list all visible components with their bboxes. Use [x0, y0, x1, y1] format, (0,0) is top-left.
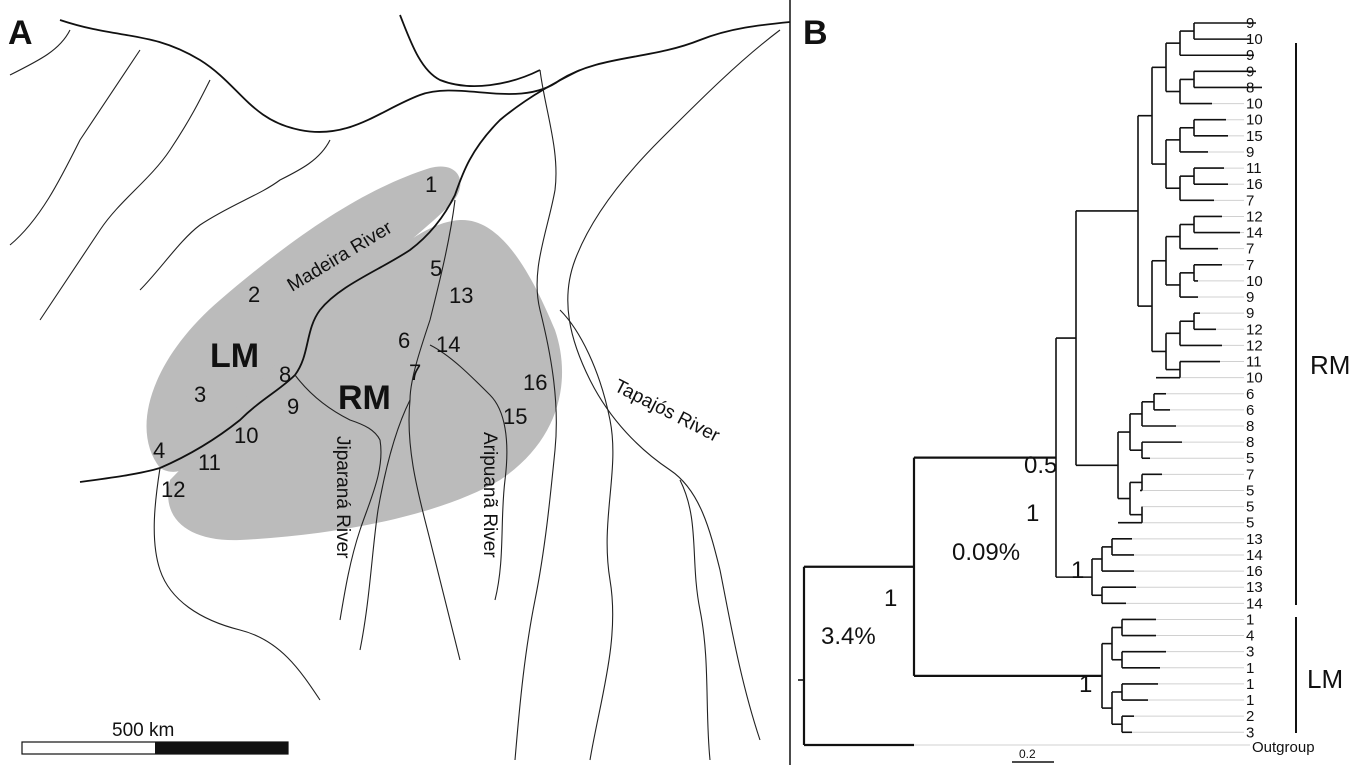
river-label-tapajos: Tapajós River — [611, 376, 724, 447]
leaf-labels: 9109981010159111671214771099121211106688… — [1246, 15, 1263, 741]
leaf-label: 1 — [1246, 660, 1254, 677]
site-label-5: 5 — [430, 256, 442, 281]
site-label-6: 6 — [398, 328, 410, 353]
river-label-aripuana: Aripuanã River — [479, 432, 500, 558]
panel-b-tree: B 91099810101591116712147710991212111066… — [798, 14, 1350, 763]
leaf-label: 3 — [1246, 644, 1254, 661]
site-label-4: 4 — [153, 438, 165, 463]
map-scale-label: 500 km — [112, 720, 174, 741]
leaf-label: 12 — [1246, 337, 1263, 354]
clade-label-rm: RM — [1310, 350, 1350, 380]
site-label-12: 12 — [161, 477, 185, 502]
leaf-label: 9 — [1246, 47, 1254, 64]
site-label-10: 10 — [234, 423, 258, 448]
leaf-label: 13 — [1246, 531, 1263, 548]
leaf-label: 8 — [1246, 434, 1254, 451]
leaf-label: 14 — [1246, 547, 1263, 564]
tree-branches — [798, 22, 1262, 747]
leaf-label: 9 — [1246, 15, 1254, 32]
leaf-label: 6 — [1246, 402, 1254, 419]
site-labels: 1 2 3 4 5 6 7 8 9 10 11 12 13 14 15 16 — [153, 172, 547, 502]
leaf-label: 12 — [1246, 321, 1263, 338]
leaf-label: 9 — [1246, 289, 1254, 306]
site-label-13: 13 — [449, 283, 473, 308]
leaf-label: 9 — [1246, 63, 1254, 80]
leaf-label: 8 — [1246, 79, 1254, 96]
support-root: 1 — [884, 585, 897, 612]
leaf-label: 1 — [1246, 676, 1254, 693]
site-label-1: 1 — [425, 172, 437, 197]
panel-a-letter: A — [8, 14, 33, 52]
amazon-river — [59, 19, 791, 133]
leaf-label: 5 — [1246, 450, 1254, 467]
support-rm-inner: 0.5 — [1024, 452, 1057, 479]
leaf-label: 16 — [1246, 176, 1263, 193]
madeira-river — [79, 69, 581, 483]
leaf-label: 14 — [1246, 225, 1263, 242]
leaf-label: 9 — [1246, 305, 1254, 322]
leaf-label: 10 — [1246, 96, 1263, 113]
leaf-label: 11 — [1246, 160, 1262, 177]
site-label-16: 16 — [523, 370, 547, 395]
region-label-lm: LM — [210, 337, 259, 375]
leaf-label: 10 — [1246, 31, 1263, 48]
site-label-2: 2 — [248, 282, 260, 307]
tree-scale-bar: 0.2 — [1012, 747, 1054, 763]
leaf-label: 15 — [1246, 128, 1263, 145]
leaf-label: 9 — [1246, 144, 1254, 161]
leaf-label: 4 — [1246, 628, 1254, 645]
leaf-label: 10 — [1246, 112, 1263, 129]
divergence-root: 3.4% — [821, 623, 876, 650]
tree-scale-label: 0.2 — [1019, 747, 1036, 761]
panel-a-map: A — [8, 14, 791, 761]
leaf-label: 13 — [1246, 579, 1263, 596]
leaf-label: 7 — [1246, 257, 1254, 274]
leaf-label: 10 — [1246, 370, 1263, 387]
support-lm: 1 — [1079, 671, 1092, 698]
leaf-label: 8 — [1246, 418, 1254, 435]
leaf-label: 1 — [1246, 692, 1254, 709]
leaf-label: 14 — [1246, 595, 1263, 612]
leaf-label: 3 — [1246, 724, 1254, 741]
leaf-label: 7 — [1246, 241, 1254, 258]
leaf-label: 16 — [1246, 563, 1263, 580]
map-scale-bar: 500 km — [21, 720, 289, 755]
leaf-label: 12 — [1246, 208, 1263, 225]
jiparana-river — [294, 374, 382, 621]
leaf-label: 5 — [1246, 482, 1254, 499]
leaf-label: 11 — [1246, 354, 1262, 371]
site-label-11: 11 — [198, 450, 221, 475]
site-label-15: 15 — [503, 404, 527, 429]
leaf-label: 5 — [1246, 499, 1254, 516]
river-label-jiparana: Jiparaná River — [332, 436, 353, 559]
leaf-label: 5 — [1246, 515, 1254, 532]
leaf-label: 2 — [1246, 708, 1254, 725]
clade-label-lm: LM — [1307, 664, 1343, 694]
river-network — [9, 14, 791, 761]
site-label-8: 8 — [279, 362, 291, 387]
region-lm-polygon — [146, 166, 461, 472]
support-rm-lm: 1 — [1026, 500, 1039, 527]
outgroup-label: Outgroup — [1252, 739, 1315, 756]
tapajos-river — [567, 29, 781, 741]
leaf-guide-lines — [914, 22, 1262, 746]
region-rm-polygon — [168, 219, 563, 541]
region-label-rm: RM — [338, 379, 391, 417]
leaf-label: 1 — [1246, 611, 1254, 628]
leaf-label: 10 — [1246, 273, 1263, 290]
panel-b-letter: B — [803, 14, 828, 52]
leaf-label: 7 — [1246, 192, 1254, 209]
leaf-label: 6 — [1246, 386, 1254, 403]
divergence-rm: 0.09% — [952, 539, 1020, 566]
site-label-7: 7 — [409, 360, 421, 385]
support-rm-subclade: 1 — [1071, 557, 1084, 584]
site-label-3: 3 — [194, 382, 206, 407]
leaf-label: 7 — [1246, 466, 1254, 483]
site-label-9: 9 — [287, 394, 299, 419]
site-label-14: 14 — [436, 332, 460, 357]
